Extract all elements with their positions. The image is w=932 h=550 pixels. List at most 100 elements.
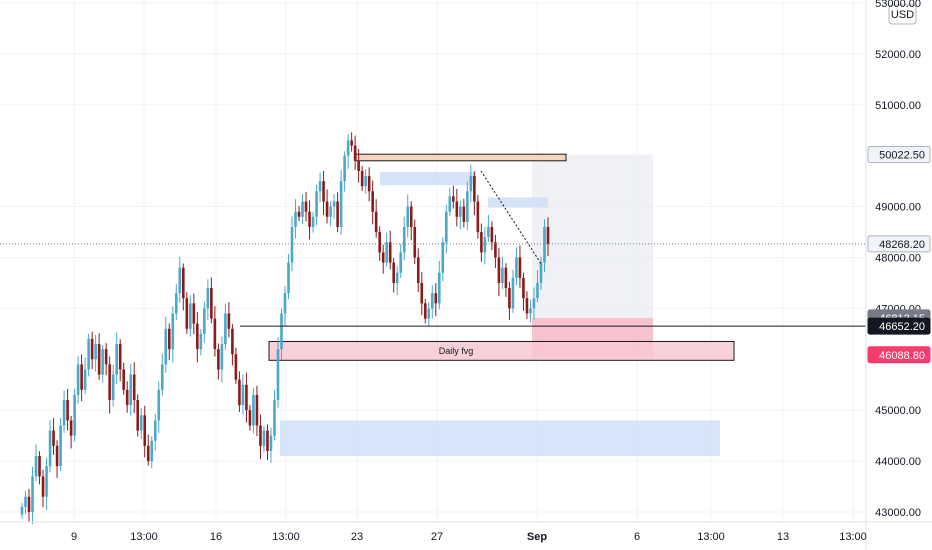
candle-body (473, 176, 476, 202)
candle-body (525, 298, 529, 314)
candle-body (150, 440, 154, 462)
candle-body (34, 456, 38, 477)
gray-target-zone (532, 154, 653, 318)
candle-body (115, 344, 118, 375)
candle-body (104, 349, 108, 365)
candle-body (515, 257, 518, 278)
candle-body (441, 242, 445, 273)
candle-body (192, 303, 196, 324)
candle-body (364, 176, 367, 187)
candle-body (490, 226, 494, 243)
candle-body (483, 237, 487, 253)
candle-body (227, 313, 231, 329)
candle-body (381, 252, 385, 263)
price-tag-label: 46652.20 (879, 321, 925, 333)
candle-body (266, 430, 269, 451)
candle-body (311, 216, 315, 227)
candle-body (66, 400, 69, 421)
y-tick-label: 49000.00 (875, 202, 921, 214)
x-tick-label: 13:00 (697, 531, 725, 543)
tick-labels: 53000.00 52000.00 51000.00 49000.00 48000.00… (71, 0, 921, 543)
candle-body (31, 476, 34, 512)
candle-body (220, 344, 224, 370)
candle-body (185, 298, 189, 329)
candle-body (501, 267, 504, 283)
candle-body (231, 328, 234, 355)
candle-body (174, 293, 178, 314)
blue-zone-right (488, 197, 548, 208)
candle-body (203, 308, 206, 334)
candle-body (87, 338, 90, 370)
x-tick-label: 9 (71, 531, 77, 543)
candle-body (27, 496, 31, 512)
candle-body (462, 206, 466, 222)
candle-body (511, 277, 515, 309)
candle-body (350, 140, 353, 146)
candle-body (518, 257, 522, 278)
candle-body (245, 384, 248, 411)
candle-body (206, 288, 210, 309)
candle-body (346, 140, 350, 156)
y-tick-label: 51000.00 (875, 100, 921, 112)
candle-body (532, 298, 536, 309)
candle-body (20, 506, 24, 515)
price-tag-box (867, 346, 931, 364)
candle-body (52, 430, 55, 446)
candle-body (171, 313, 175, 350)
candle-body (367, 176, 371, 192)
candle-body (455, 201, 459, 217)
candle-body (59, 425, 62, 467)
candle-body (248, 410, 252, 426)
trend-line (480, 170, 543, 266)
candle-body (262, 430, 266, 446)
candle-body (97, 344, 101, 375)
candle-body (504, 267, 508, 289)
candle-body (476, 201, 480, 233)
candle-body (522, 277, 525, 299)
candle-body (83, 369, 87, 390)
candle-body (385, 242, 388, 263)
candle-body (259, 425, 262, 446)
candle-body (125, 389, 129, 406)
x-tick-label: 16 (210, 531, 222, 543)
candle-body (539, 262, 543, 283)
candle-body (304, 201, 308, 212)
candle-body (241, 384, 245, 406)
candle-body (294, 211, 297, 227)
candle-body (129, 374, 133, 406)
candle-body (416, 257, 420, 283)
candle-body (210, 288, 213, 319)
y-tick-label: 44000.00 (875, 456, 921, 468)
candle-body (318, 181, 322, 192)
candles (20, 132, 550, 525)
candle-body (182, 267, 185, 299)
candle-body (76, 364, 80, 395)
candle-body (329, 206, 332, 217)
currency-label-box[interactable] (888, 4, 917, 25)
candle-body (255, 394, 259, 426)
price-axis-bg[interactable] (866, 0, 932, 550)
y-tick-label: 48000.00 (875, 253, 921, 265)
candle-body (466, 191, 469, 222)
candle-body (290, 226, 294, 263)
y-tick-label: 52000.00 (875, 49, 921, 61)
candle-body (420, 282, 424, 304)
x-tick-label: 13:00 (130, 531, 158, 543)
candle-body (325, 201, 329, 217)
candle-body (41, 476, 45, 497)
candle-body (45, 466, 48, 497)
candle-body (399, 252, 403, 273)
candle-body (276, 349, 280, 401)
candle-body (146, 445, 150, 462)
candle-body (343, 155, 346, 182)
candle-body (283, 293, 287, 314)
x-tick-label: 6 (634, 531, 640, 543)
candle-body (339, 181, 343, 227)
candle-body (529, 308, 532, 314)
candle-body (480, 232, 483, 253)
candle-body (402, 226, 406, 253)
daily-fvg-zone[interactable] (268, 340, 735, 361)
candle-body (374, 211, 378, 233)
